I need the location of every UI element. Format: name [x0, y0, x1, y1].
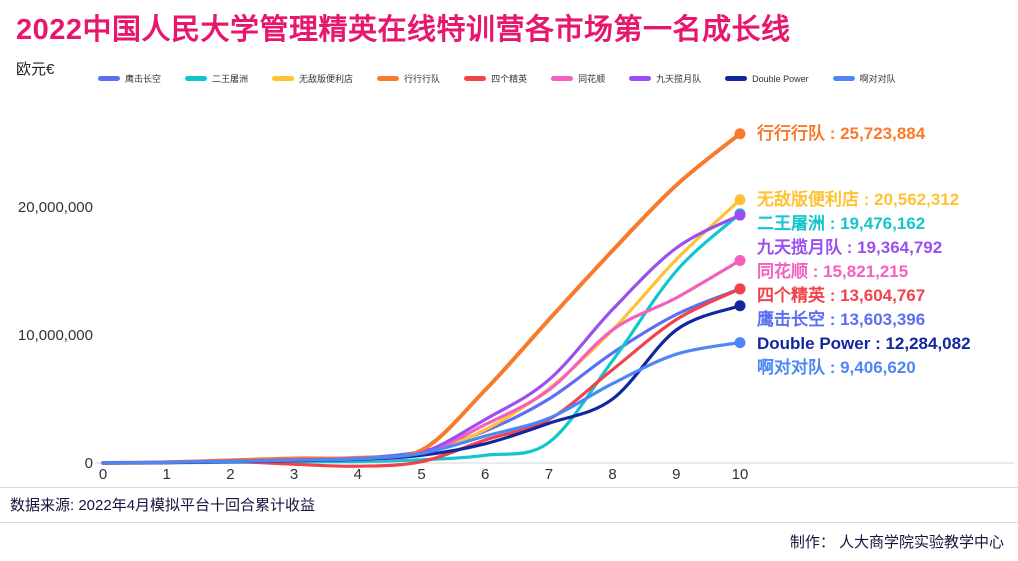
legend-label: 行行行队 [404, 74, 441, 84]
x-tick-label: 3 [290, 466, 298, 483]
legend-label: 四个精英 [491, 74, 528, 84]
x-tick-label: 1 [163, 466, 171, 483]
series-endpoint-3 [734, 128, 746, 140]
x-tick-label: 10 [732, 466, 749, 483]
legend-marker-icon [832, 76, 855, 81]
x-tick-label: 6 [481, 466, 489, 483]
legend-item-2[interactable]: 无敌版便利店 [272, 72, 353, 85]
series-endpoint-7 [734, 300, 746, 312]
legend-label: 二王屠洲 [212, 74, 249, 84]
legend-marker-icon [377, 76, 400, 81]
legend-marker-icon [725, 76, 748, 81]
y-axis-unit-label: 欧元€ [16, 61, 55, 78]
y-tick-label: 20,000,000 [18, 199, 93, 216]
legend-label: 九天揽月队 [656, 74, 702, 84]
series-endpoint-6 [734, 209, 746, 221]
series-line-5 [101, 258, 742, 465]
legend-marker-icon [629, 76, 652, 81]
x-tick-label: 8 [608, 466, 616, 483]
legend-marker-icon [551, 76, 574, 81]
legend-item-7[interactable]: Double Power [725, 74, 809, 84]
series-line-1 [101, 212, 742, 465]
series-line-3 [101, 131, 742, 465]
x-tick-label: 4 [354, 466, 362, 483]
legend-label: 啊对对队 [859, 74, 896, 84]
legend-item-5[interactable]: 同花顺 [551, 72, 605, 85]
divider-top [0, 487, 1018, 488]
x-tick-label: 9 [672, 466, 680, 483]
series-endpoint-2 [734, 194, 746, 206]
y-tick-label: 10,000,000 [18, 327, 93, 344]
legend-label: 鹰击长空 [125, 74, 162, 84]
x-tick-label: 7 [545, 466, 553, 483]
data-source-note: 数据来源: 2022年4月模拟平台十回合累计收益 [10, 497, 316, 514]
legend-marker-icon [272, 76, 295, 81]
legend-item-8[interactable]: 啊对对队 [832, 72, 896, 85]
x-tick-label: 5 [417, 466, 425, 483]
y-tick-label: 0 [85, 455, 93, 472]
series-endpoint-5 [734, 254, 746, 266]
series-endpoint-4 [734, 283, 746, 295]
legend-item-3[interactable]: 行行行队 [377, 72, 440, 85]
legend-marker-icon [464, 76, 487, 81]
legend-item-0[interactable]: 鹰击长空 [98, 72, 161, 85]
x-tick-label: 2 [226, 466, 234, 483]
growth-line-chart: 0 10,000,000 20,000,000 0 1 2 3 4 5 6 7 8 9 10 [18, 128, 1014, 483]
legend: 鹰击长空 二王屠洲 无敌版便利店 行行行队 四个精英 同花顺 九天揽月队 Double Pow… [98, 72, 896, 85]
legend-label: 同花顺 [578, 74, 606, 84]
legend-marker-icon [185, 76, 208, 81]
legend-item-6[interactable]: 九天揽月队 [629, 72, 701, 85]
legend-item-4[interactable]: 四个精英 [464, 72, 527, 85]
series-line-7 [101, 304, 742, 465]
series-line-6 [101, 213, 742, 465]
credit-note: 制作： 人大商学院实验教学中心 [789, 534, 1004, 551]
series-endpoint-8 [734, 337, 746, 349]
legend-label: Double Power [752, 73, 809, 84]
divider-bottom [0, 522, 1018, 523]
legend-label: 无敌版便利店 [299, 74, 354, 84]
series-line-8 [101, 341, 742, 465]
legend-item-1[interactable]: 二王屠洲 [185, 72, 248, 85]
legend-marker-icon [98, 76, 120, 81]
x-tick-label: 0 [99, 466, 107, 483]
page-title: 2022中国人民大学管理精英在线特训营各市场第一名成长线 [16, 14, 791, 46]
